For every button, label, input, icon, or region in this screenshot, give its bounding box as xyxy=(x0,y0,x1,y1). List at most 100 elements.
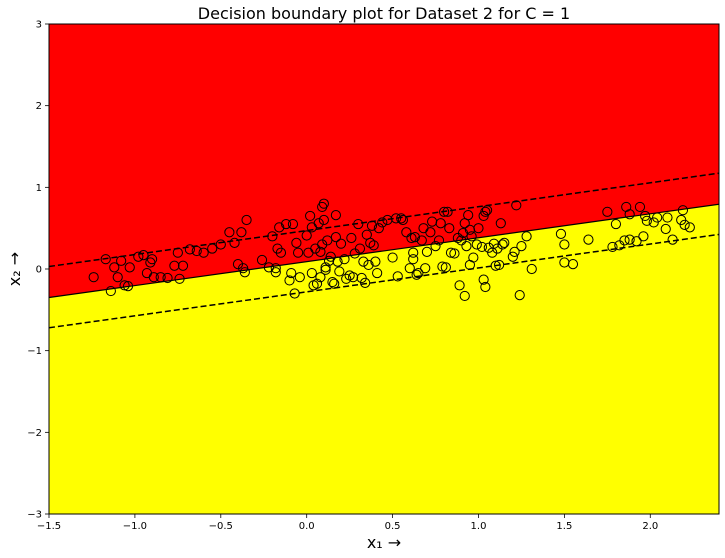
data-point xyxy=(133,251,144,262)
data-point xyxy=(301,230,312,241)
data-point xyxy=(421,246,433,257)
data-point xyxy=(284,275,295,286)
y-tick-label: 1 xyxy=(36,183,42,194)
y-tick-label: 2 xyxy=(36,101,42,112)
data-point xyxy=(602,206,613,217)
data-point xyxy=(640,210,651,222)
x-tick-label: 0.0 xyxy=(299,521,315,532)
data-point xyxy=(174,273,185,284)
y-tick-label: 3 xyxy=(36,20,42,31)
data-point xyxy=(634,201,646,213)
data-point xyxy=(100,254,111,265)
data-point xyxy=(256,254,268,266)
data-point xyxy=(229,237,240,248)
data-point xyxy=(457,227,469,239)
data-point xyxy=(444,223,455,234)
data-point xyxy=(439,206,450,217)
data-point xyxy=(660,223,671,235)
data-point xyxy=(567,259,579,270)
data-point xyxy=(322,235,333,246)
data-point xyxy=(559,239,570,250)
x-tick-label: 1.5 xyxy=(556,521,572,532)
data-point xyxy=(466,231,477,242)
data-point xyxy=(425,227,436,238)
data-point xyxy=(662,212,673,223)
data-point xyxy=(387,252,398,263)
data-point xyxy=(607,241,618,253)
data-point xyxy=(109,262,120,273)
x-tick-label: 2.0 xyxy=(642,521,658,532)
data-point xyxy=(275,247,287,258)
data-point xyxy=(430,241,441,252)
data-point xyxy=(341,273,352,284)
data-point xyxy=(638,231,649,242)
data-point xyxy=(507,251,518,262)
data-point xyxy=(499,237,510,248)
data-point xyxy=(327,276,338,288)
data-point xyxy=(416,235,427,246)
data-point xyxy=(365,237,376,248)
data-point xyxy=(624,234,635,245)
data-point xyxy=(320,264,331,275)
plot-background xyxy=(49,24,719,514)
data-point xyxy=(286,267,297,279)
data-point xyxy=(684,222,695,233)
data-point xyxy=(346,232,357,244)
data-point xyxy=(677,205,689,216)
data-point xyxy=(148,272,159,283)
data-point xyxy=(435,218,446,229)
data-point xyxy=(408,247,419,258)
data-point xyxy=(270,267,281,278)
data-point xyxy=(437,261,448,272)
data-point xyxy=(224,227,235,238)
data-point xyxy=(445,247,457,258)
data-point xyxy=(239,267,250,278)
data-point xyxy=(610,218,622,230)
margin-line-1 xyxy=(49,172,719,268)
x-tick-label: 0.5 xyxy=(385,521,401,532)
x-axis-ticks: −1.5 −1.0 −0.5 0.0 0.5 1.0 1.5 2.0 xyxy=(37,514,658,532)
data-point xyxy=(241,214,252,226)
data-point xyxy=(311,278,323,289)
data-point xyxy=(631,236,642,247)
chart-title: Decision boundary plot for Dataset 2 for… xyxy=(198,4,570,23)
data-point xyxy=(313,218,324,229)
data-point xyxy=(480,281,491,293)
y-tick-label: 0 xyxy=(36,265,42,276)
data-point xyxy=(306,267,317,279)
data-point xyxy=(454,280,465,291)
data-point xyxy=(473,223,484,234)
data-point xyxy=(368,240,379,251)
data-point xyxy=(334,266,345,277)
data-point xyxy=(411,269,422,280)
data-point xyxy=(397,214,408,226)
data-point xyxy=(401,227,412,238)
data-point xyxy=(406,232,417,244)
x-tick-label: −1.0 xyxy=(123,521,147,532)
data-point xyxy=(330,210,341,221)
data-point xyxy=(420,263,431,274)
data-point xyxy=(88,272,99,283)
upper-class-region xyxy=(49,24,719,298)
data-point xyxy=(555,228,567,239)
data-point xyxy=(289,288,300,299)
data-point xyxy=(146,254,158,265)
data-point xyxy=(294,272,305,283)
data-point xyxy=(449,248,460,259)
data-point xyxy=(373,223,384,234)
data-point xyxy=(329,278,340,289)
data-point xyxy=(679,219,690,230)
data-point xyxy=(459,290,470,302)
data-point xyxy=(354,243,366,254)
data-point xyxy=(347,272,359,283)
data-point xyxy=(263,262,274,273)
y-tick-label: −3 xyxy=(27,510,42,521)
data-point xyxy=(392,271,403,282)
data-point xyxy=(305,210,316,222)
data-point xyxy=(124,262,135,273)
data-point xyxy=(280,218,292,230)
data-point xyxy=(461,241,472,252)
data-point xyxy=(442,206,453,217)
data-point xyxy=(526,263,537,275)
